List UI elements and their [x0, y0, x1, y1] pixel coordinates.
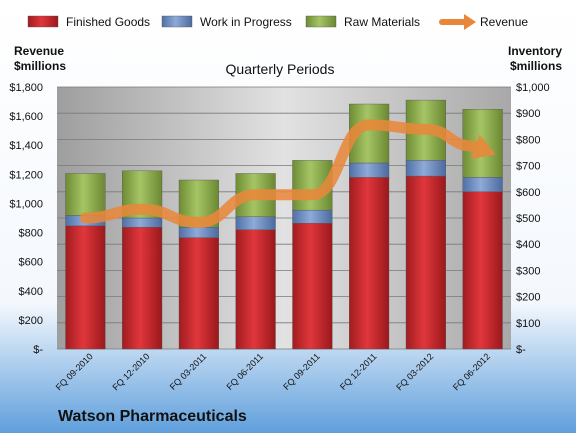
legend-swatch-finished-goods — [27, 15, 59, 28]
right-tick-label: $900 — [516, 108, 540, 120]
legend-arrow-head — [464, 14, 476, 30]
right-tick-label: $700 — [516, 161, 540, 173]
left-tick-label: $200 — [19, 315, 43, 327]
bar-finished-goods — [178, 237, 219, 350]
revenue-line — [79, 119, 479, 228]
bar-finished-goods — [122, 226, 163, 350]
legend-swatch-work-in-progress — [161, 15, 193, 28]
left-tick-label: $1,400 — [9, 140, 43, 152]
bar-work-in-progress — [178, 226, 219, 238]
left-tick-label: $400 — [19, 286, 43, 298]
left-tick-label: $1,600 — [9, 111, 43, 123]
legend-label-revenue: Revenue — [480, 15, 528, 29]
left-tick-label: $600 — [19, 257, 43, 269]
left-tick-label: $1,200 — [9, 169, 43, 181]
bar-work-in-progress — [122, 217, 163, 228]
left-tick-label: $800 — [19, 228, 43, 240]
left-tick-label: $1,000 — [9, 198, 43, 210]
right-axis-title-line1: Inventory — [508, 44, 562, 58]
right-axis-ticks: $- $100 $200 $300 $400 $500 $600 $700 $800 $900 $1… — [516, 82, 550, 356]
right-tick-label: $500 — [516, 213, 540, 225]
chart-title: Quarterly Periods — [226, 61, 335, 77]
bar-raw-materials — [65, 173, 106, 216]
bar-finished-goods — [235, 229, 276, 350]
left-tick-label: $- — [33, 344, 43, 356]
left-axis-title-line1: Revenue — [14, 44, 64, 58]
right-axis-title-line2: $millions — [510, 59, 562, 73]
right-tick-label: $1,000 — [516, 82, 550, 94]
revenue-line-group — [79, 119, 496, 228]
bar-finished-goods — [65, 225, 106, 350]
bar-work-in-progress — [292, 209, 333, 224]
legend-label-raw-materials: Raw Materials — [344, 15, 420, 29]
right-tick-label: $100 — [516, 318, 540, 330]
bar-finished-goods — [462, 191, 503, 350]
right-tick-label: $400 — [516, 239, 540, 251]
right-tick-label: $300 — [516, 265, 540, 277]
bar-finished-goods — [292, 223, 333, 350]
bar-work-in-progress — [462, 177, 503, 192]
footer-company-name: Watson Pharmaceuticals — [58, 408, 247, 425]
bar-finished-goods — [405, 175, 446, 350]
left-axis-ticks: $- $200 $400 $600 $800 $1,000 $1,200 $1,400 $1,6… — [9, 82, 43, 356]
bar-finished-goods — [349, 177, 390, 350]
legend: Finished Goods Work in Progress Raw Materi… — [27, 14, 528, 30]
bar-work-in-progress — [405, 160, 446, 177]
legend-label-work-in-progress: Work in Progress — [200, 15, 292, 29]
bar-work-in-progress — [235, 216, 276, 230]
right-tick-label: $- — [516, 344, 526, 356]
right-tick-label: $200 — [516, 292, 540, 304]
left-axis-title-line2: $millions — [14, 59, 66, 73]
left-tick-label: $1,800 — [9, 82, 43, 94]
right-tick-label: $800 — [516, 134, 540, 146]
bar-work-in-progress — [349, 162, 390, 178]
legend-label-finished-goods: Finished Goods — [66, 15, 150, 29]
right-tick-label: $600 — [516, 187, 540, 199]
bar-group — [65, 99, 503, 350]
revenue-arrow-head — [470, 134, 496, 160]
legend-swatch-raw-materials — [305, 15, 337, 28]
